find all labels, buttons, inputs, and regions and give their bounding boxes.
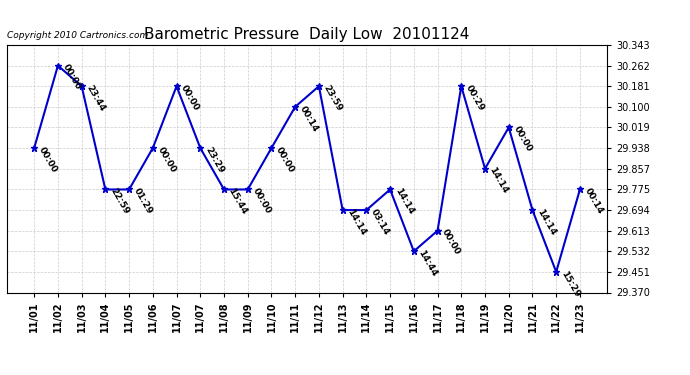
Text: 14:14: 14:14 bbox=[488, 166, 510, 195]
Text: 15:29: 15:29 bbox=[559, 269, 581, 298]
Text: 01:29: 01:29 bbox=[132, 187, 154, 216]
Text: 22:59: 22:59 bbox=[108, 187, 130, 216]
Text: 00:29: 00:29 bbox=[464, 83, 486, 112]
Text: 00:00: 00:00 bbox=[440, 228, 462, 257]
Text: 00:14: 00:14 bbox=[582, 187, 604, 216]
Text: 23:59: 23:59 bbox=[322, 83, 344, 113]
Text: 00:00: 00:00 bbox=[61, 63, 83, 92]
Text: 23:29: 23:29 bbox=[203, 145, 225, 175]
Text: Copyright 2010 Cartronics.com: Copyright 2010 Cartronics.com bbox=[7, 31, 148, 40]
Text: 14:14: 14:14 bbox=[535, 207, 558, 237]
Text: 14:14: 14:14 bbox=[393, 187, 415, 216]
Text: 00:00: 00:00 bbox=[156, 145, 177, 174]
Text: 00:00: 00:00 bbox=[274, 145, 296, 174]
Text: 03:14: 03:14 bbox=[369, 207, 391, 237]
Text: 00:00: 00:00 bbox=[511, 124, 533, 153]
Text: 00:00: 00:00 bbox=[250, 187, 273, 216]
Text: 14:44: 14:44 bbox=[417, 249, 439, 278]
Text: 14:14: 14:14 bbox=[346, 207, 368, 237]
Text: 23:44: 23:44 bbox=[84, 83, 107, 113]
Text: 15:44: 15:44 bbox=[227, 187, 249, 216]
Text: 00:00: 00:00 bbox=[37, 145, 59, 174]
Title: Barometric Pressure  Daily Low  20101124: Barometric Pressure Daily Low 20101124 bbox=[144, 27, 470, 42]
Text: 00:14: 00:14 bbox=[298, 104, 320, 133]
Text: 00:00: 00:00 bbox=[179, 83, 201, 112]
